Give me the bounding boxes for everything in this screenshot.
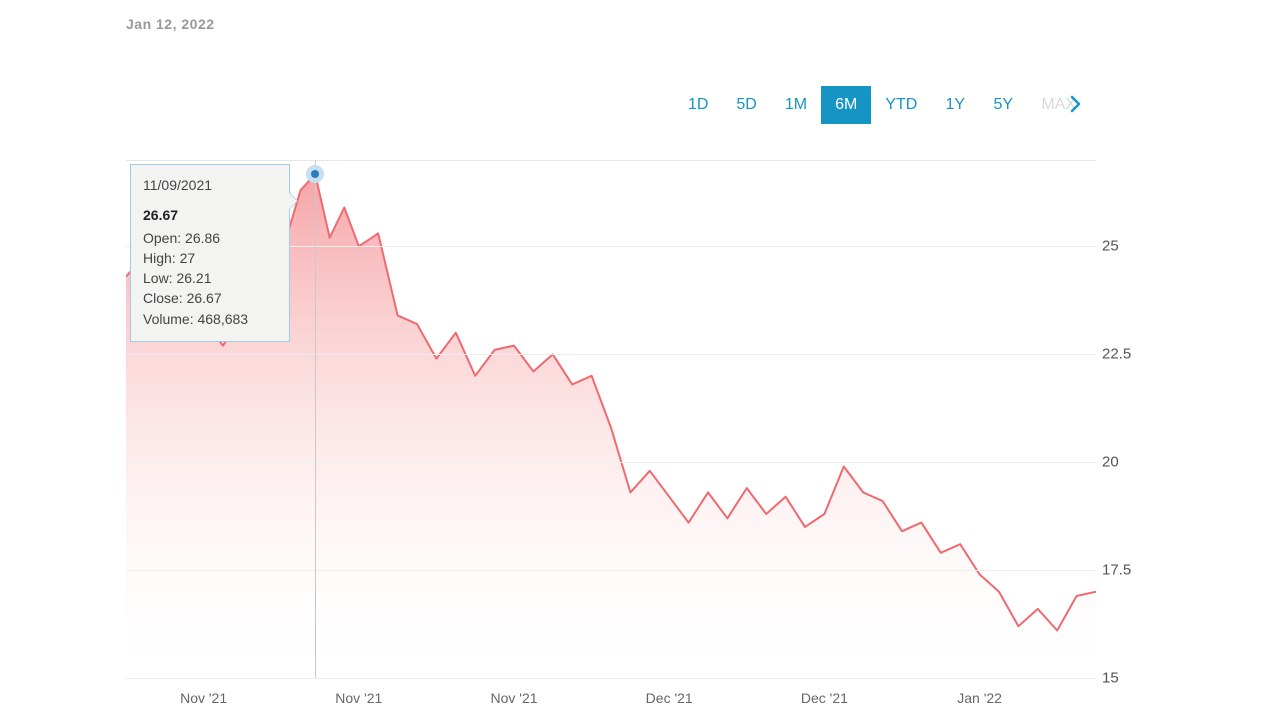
range-next-button[interactable] (1063, 92, 1087, 116)
range-selector: 1D5D1M6MYTD1Y5YMAX (674, 86, 1090, 124)
hover-marker-inner (311, 170, 319, 178)
page-date: Jan 12, 2022 (126, 16, 215, 32)
x-axis-label: Nov '21 (335, 690, 382, 706)
x-axis-label: Nov '21 (490, 690, 537, 706)
range-btn-1m[interactable]: 1M (771, 86, 821, 124)
range-btn-5d[interactable]: 5D (722, 86, 770, 124)
chevron-right-icon (1063, 92, 1087, 116)
gridline (126, 462, 1096, 463)
hover-marker (306, 165, 324, 183)
tooltip-date: 11/09/2021 (143, 175, 277, 195)
range-btn-6m[interactable]: 6M (821, 86, 871, 124)
tooltip-pointer (289, 193, 297, 209)
x-axis-label: Dec '21 (801, 690, 848, 706)
x-axis-label: Jan '22 (957, 690, 1002, 706)
y-axis-label: 15 (1102, 670, 1146, 687)
y-axis-label: 17.5 (1102, 562, 1146, 579)
hover-tooltip: 11/09/2021 26.67 Open: 26.86 High: 27 Lo… (130, 164, 290, 342)
tooltip-close: Close: 26.67 (143, 288, 277, 308)
x-axis-label: Nov '21 (180, 690, 227, 706)
y-axis-label: 20 (1102, 454, 1146, 471)
gridline (126, 570, 1096, 571)
y-axis-label: 22.5 (1102, 346, 1146, 363)
crosshair-line (315, 160, 316, 678)
price-chart[interactable]: 1517.52022.525 Nov '21Nov '21Nov '21Dec … (126, 160, 1096, 678)
y-axis-label: 25 (1102, 238, 1146, 255)
gridline (126, 354, 1096, 355)
tooltip-volume: Volume: 468,683 (143, 309, 277, 329)
tooltip-low: Low: 26.21 (143, 268, 277, 288)
tooltip-open: Open: 26.86 (143, 228, 277, 248)
range-btn-5y[interactable]: 5Y (979, 86, 1027, 124)
tooltip-high: High: 27 (143, 248, 277, 268)
tooltip-price: 26.67 (143, 205, 277, 225)
x-axis-label: Dec '21 (646, 690, 693, 706)
range-btn-1d[interactable]: 1D (674, 86, 722, 124)
gridline (126, 678, 1096, 679)
range-btn-1y[interactable]: 1Y (931, 86, 979, 124)
range-btn-ytd[interactable]: YTD (871, 86, 931, 124)
